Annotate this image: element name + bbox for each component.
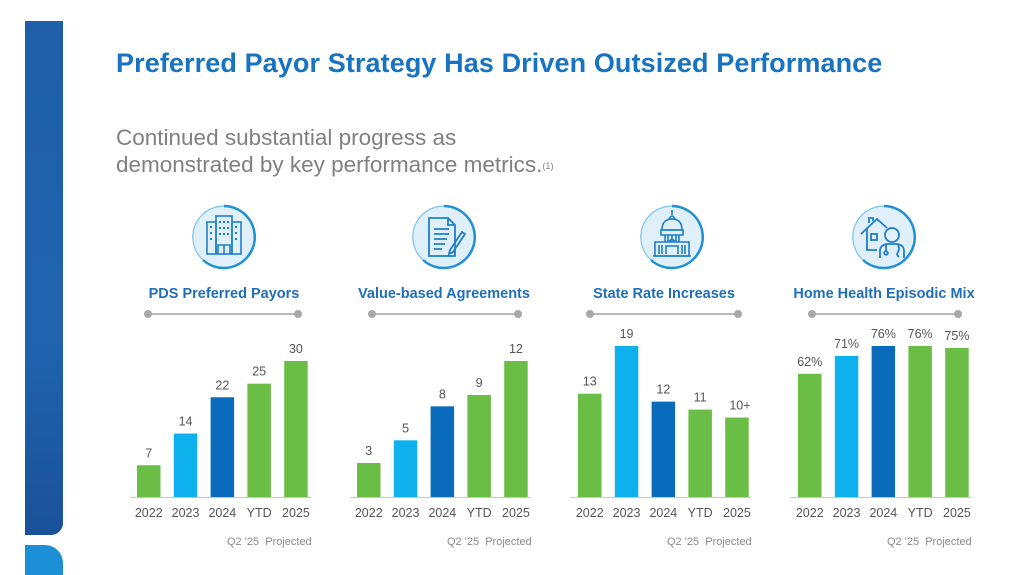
- heading-divider: [144, 310, 302, 318]
- heading-divider: [808, 310, 962, 318]
- data-label: 12: [509, 342, 523, 356]
- chart-footnote: Q2 '25 Projected: [227, 536, 312, 548]
- x-tick-label: 2023: [833, 506, 861, 520]
- bar-2022: [578, 393, 602, 497]
- bar-2024: [210, 397, 235, 497]
- data-label: 71%: [834, 337, 859, 351]
- data-label: 5: [402, 421, 409, 435]
- bar-ytd: [467, 395, 491, 497]
- heading-divider: [586, 310, 742, 318]
- panel-heading: PDS Preferred Payors: [148, 286, 300, 302]
- x-tick-label: 2023: [172, 506, 200, 520]
- data-label: 11: [694, 391, 707, 405]
- side-accent-bar-tab: [25, 545, 63, 575]
- x-tick-label: 2022: [135, 506, 163, 520]
- footnote-projected: Projected: [925, 536, 972, 548]
- footnote-period: Q2 '25: [667, 536, 700, 548]
- x-tick-label: 2024: [869, 506, 897, 520]
- bar-2024: [430, 406, 455, 497]
- side-accent-bar: [25, 21, 63, 535]
- bar-2023: [614, 346, 639, 497]
- metric-panel-home-health-episodic-mix: Home Health Episodic Mix 62% 2022 71% 2023 7…: [774, 200, 994, 555]
- x-tick-label: 2022: [355, 506, 383, 520]
- panel-heading: Value-based Agreements: [358, 286, 530, 302]
- subtitle-line-2: demonstrated by key performance metrics.: [116, 152, 543, 177]
- data-label: 30: [289, 342, 303, 356]
- bar-2025: [284, 361, 308, 497]
- panel-heading: Home Health Episodic Mix: [793, 286, 975, 302]
- chart-footnote: Q2 '25 Projected: [667, 536, 752, 548]
- data-label: 9: [476, 376, 483, 390]
- subtitle-line-1: Continued substantial progress as: [116, 125, 457, 150]
- footnote-projected: Projected: [705, 536, 752, 548]
- slide-title: Preferred Payor Strategy Has Driven Outs…: [116, 48, 883, 78]
- footnote-projected: Projected: [485, 536, 532, 548]
- bar-2023: [173, 433, 198, 497]
- x-tick-label: YTD: [688, 506, 713, 520]
- home-health-clinician-icon: [849, 202, 919, 272]
- x-tick-label: 2024: [208, 506, 236, 520]
- x-tick-label: 2022: [576, 506, 604, 520]
- bar-2025: [504, 361, 528, 497]
- bar-2022: [798, 373, 822, 497]
- panel-heading: State Rate Increases: [593, 286, 735, 302]
- data-label: 10+: [729, 399, 750, 413]
- bar-2022: [357, 463, 381, 497]
- x-tick-label: 2024: [649, 506, 677, 520]
- x-tick-label: 2025: [943, 506, 971, 520]
- x-tick-label: 2025: [282, 506, 310, 520]
- slide-subtitle: Continued substantial progress as demons…: [116, 124, 676, 178]
- bar-2023: [393, 440, 418, 497]
- bar-2024: [871, 346, 896, 497]
- metric-panel-state-rate-increases: State Rate Increases 13 2022 19 2023 12 2024 1…: [554, 200, 774, 555]
- document-pen-icon: [409, 202, 479, 272]
- bar-ytd: [247, 383, 271, 497]
- data-label: 22: [215, 378, 229, 392]
- bar-chart-pds-preferred-payors: 7 2022 14 2023 22 2024 25 YTD 30 2025: [130, 342, 311, 520]
- capitol-building-icon: [637, 202, 707, 272]
- data-label: 62%: [797, 355, 822, 369]
- footnote-period: Q2 '25: [227, 536, 260, 548]
- bar-chart-value-based-agreements: 3 2022 5 2023 8 2024 9 YTD 12 2025: [350, 342, 531, 520]
- x-tick-label: YTD: [467, 506, 492, 520]
- metric-panel-pds-preferred-payors: PDS Preferred Payors 7 2022 14 2023 22 2024 25…: [114, 200, 334, 555]
- bar-ytd: [688, 409, 712, 497]
- data-label: 13: [583, 375, 597, 389]
- heading-divider: [368, 310, 522, 318]
- bar-chart-home-health-episodic-mix: 62% 2022 71% 2023 76% 2024 76% YTD 75% 2025: [790, 327, 971, 520]
- office-building-icon: [189, 202, 259, 272]
- bar-2022: [137, 465, 161, 497]
- x-tick-label: 2025: [502, 506, 530, 520]
- bar-ytd: [908, 346, 932, 497]
- chart-footnote: Q2 '25 Projected: [887, 536, 972, 548]
- footnote-period: Q2 '25: [447, 536, 480, 548]
- x-tick-label: 2025: [723, 506, 751, 520]
- footnote-projected: Projected: [265, 536, 312, 548]
- data-label: 3: [365, 444, 372, 458]
- data-label: 25: [252, 365, 266, 379]
- metric-panel-value-based-agreements: Value-based Agreements 3 2022 5 2023 8 2024 9 Y…: [334, 200, 554, 555]
- bar-2025: [725, 417, 749, 497]
- footnote-period: Q2 '25: [887, 536, 920, 548]
- x-tick-label: YTD: [908, 506, 933, 520]
- x-tick-label: 2023: [392, 506, 420, 520]
- bar-2025: [945, 347, 969, 497]
- footnote-marker: (1): [542, 161, 554, 171]
- data-label: 7: [145, 446, 152, 460]
- data-label: 12: [656, 383, 670, 397]
- x-tick-label: 2024: [428, 506, 456, 520]
- x-tick-label: 2022: [796, 506, 824, 520]
- data-label: 76%: [871, 327, 896, 341]
- x-tick-label: YTD: [247, 506, 272, 520]
- data-label: 8: [439, 387, 446, 401]
- data-label: 19: [620, 327, 634, 341]
- bar-2023: [834, 355, 859, 497]
- bar-chart-state-rate-increases: 13 2022 19 2023 12 2024 11 YTD 10+ 2025: [570, 327, 751, 520]
- chart-footnote: Q2 '25 Projected: [447, 536, 532, 548]
- data-label: 75%: [944, 329, 969, 343]
- x-tick-label: 2023: [613, 506, 641, 520]
- data-label: 76%: [908, 327, 933, 341]
- bar-2024: [651, 401, 676, 497]
- data-label: 14: [179, 415, 193, 429]
